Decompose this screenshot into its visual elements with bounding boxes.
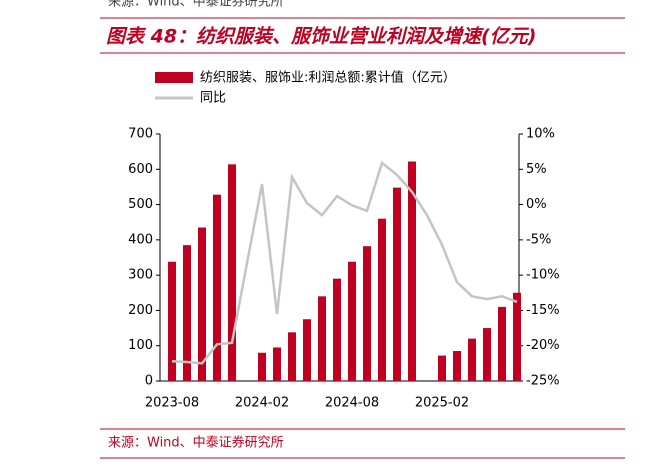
y2-tick-label: -10% [526, 268, 560, 283]
y-tick-label: 200 [128, 303, 153, 318]
y2-tick-label: -15% [526, 303, 560, 318]
legend-label: 纺织服装、服饰业:利润总额:累计值（亿元） [200, 70, 456, 86]
bar [408, 161, 416, 381]
chart-title: 图表 48：纺织服装、服饰业营业利润及增速(亿元) [106, 26, 536, 48]
bar [453, 351, 461, 381]
y2-tick-label: 0% [526, 197, 547, 212]
y-tick-label: 600 [128, 162, 153, 177]
bar [273, 347, 281, 381]
y-tick-label: 0 [145, 374, 153, 389]
bar [198, 227, 206, 381]
bar [468, 338, 476, 381]
y-tick-label: 700 [128, 127, 153, 142]
y2-tick-label: -20% [526, 338, 560, 353]
bar [498, 306, 506, 381]
bar [378, 218, 386, 381]
y2-tick-label: 5% [526, 162, 547, 177]
bar [483, 328, 491, 381]
y-tick-label: 300 [128, 268, 153, 283]
bar [393, 187, 401, 381]
bar [513, 292, 521, 381]
bar [333, 278, 341, 381]
source-top: 来源：Wind、中泰证券研究所 [108, 0, 284, 10]
bar [213, 194, 221, 381]
y-tick-label: 100 [128, 338, 153, 353]
x-tick-label: 2024-02 [235, 396, 289, 411]
x-tick-label: 2023-08 [145, 396, 199, 411]
bar [228, 164, 236, 381]
bar [438, 355, 446, 381]
bar [363, 246, 371, 381]
bar [258, 352, 266, 381]
bar [288, 332, 296, 381]
bar [348, 261, 356, 381]
y-tick-label: 400 [128, 232, 153, 247]
y2-tick-label: 10% [526, 127, 555, 142]
legend-label: 同比 [200, 91, 226, 106]
bar [183, 245, 191, 381]
y2-tick-label: -5% [526, 232, 551, 247]
bar [168, 261, 176, 381]
y-tick-label: 500 [128, 197, 153, 212]
x-tick-label: 2024-08 [325, 396, 379, 411]
y2-tick-label: -25% [526, 374, 560, 389]
bar [303, 319, 311, 381]
x-tick-label: 2025-02 [415, 396, 469, 411]
legend-swatch [155, 72, 193, 83]
line [171, 160, 518, 365]
bar [318, 296, 326, 381]
source: 来源：Wind、中泰证券研究所 [108, 435, 284, 451]
